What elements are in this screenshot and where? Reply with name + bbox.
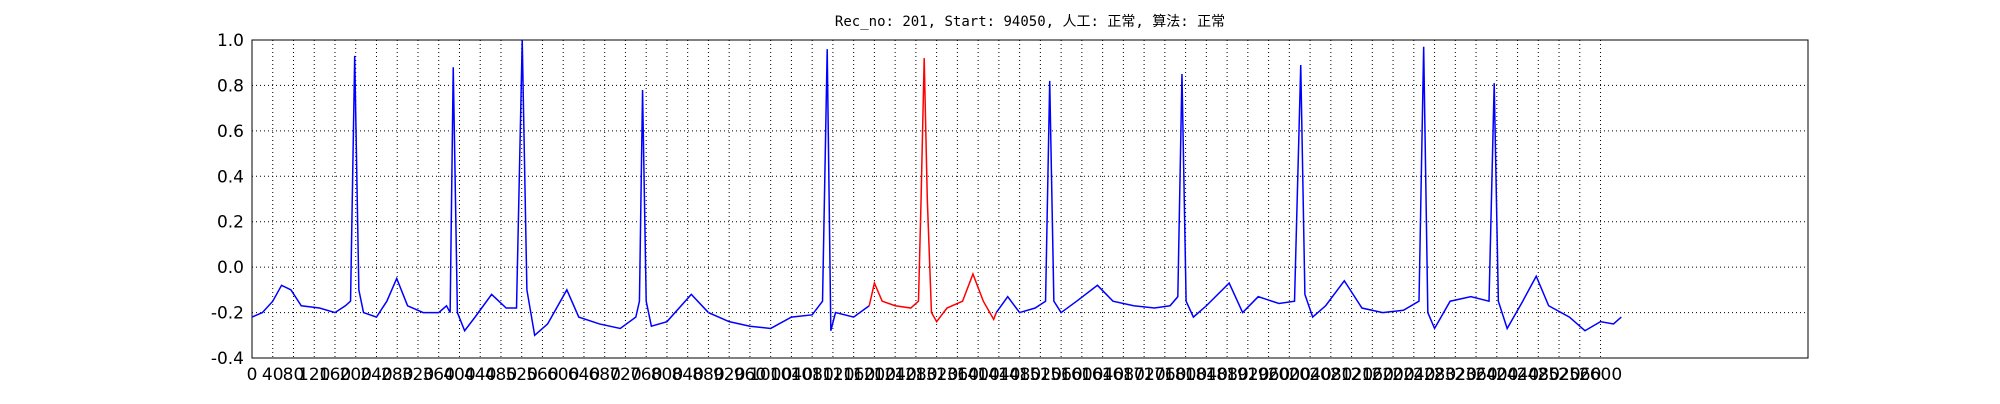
x-tick-label: 1720: [1122, 365, 1165, 385]
x-tick-label: 560: [526, 365, 558, 385]
x-tick-label: 0: [247, 365, 258, 385]
y-tick-label: 1.0: [217, 31, 244, 51]
ecg-line: [868, 58, 997, 324]
x-tick-label: 1640: [1081, 365, 1124, 385]
x-tick-label: 1120: [811, 365, 854, 385]
x-tick-label: 960: [734, 365, 766, 385]
x-tick-label: 1480: [998, 365, 1041, 385]
x-tick-label: 1200: [853, 365, 896, 385]
x-tick-label: 520: [505, 365, 537, 385]
x-tick-label: 680: [588, 365, 620, 385]
x-tick-label: 1800: [1164, 365, 1207, 385]
ecg-line: [251, 39, 1622, 337]
x-tick-label: 1000: [749, 365, 792, 385]
x-tick-label: 360: [422, 365, 454, 385]
x-tick-label: 2400: [1475, 365, 1518, 385]
x-tick-label: 2040: [1288, 365, 1331, 385]
x-tick-label: 640: [568, 365, 600, 385]
x-tick-label: 280: [381, 365, 413, 385]
y-tick-label: 0.8: [217, 76, 244, 96]
x-tick-label: 1840: [1185, 365, 1228, 385]
x-tick-label: 40: [262, 365, 284, 385]
x-tick-label: 2440: [1496, 365, 1539, 385]
x-tick-label: 1520: [1019, 365, 1062, 385]
x-tick-label: 880: [692, 365, 724, 385]
x-tick-label: 920: [713, 365, 745, 385]
x-tick-label: 2280: [1413, 365, 1456, 385]
x-tick-label: 440: [464, 365, 496, 385]
x-tick-label: 2080: [1309, 365, 1352, 385]
x-tick-label: 200: [340, 365, 372, 385]
x-tick-label: 120: [298, 365, 330, 385]
y-tick-label: -0.2: [211, 304, 244, 324]
x-tick-label: 800: [651, 365, 683, 385]
x-tick-label: 2560: [1558, 365, 1601, 385]
x-tick-label: 2320: [1434, 365, 1477, 385]
x-tick-label: 2480: [1517, 365, 1560, 385]
x-tick-label: 840: [671, 365, 703, 385]
x-tick-label: 1080: [791, 365, 834, 385]
x-tick-label: 80: [283, 365, 305, 385]
x-tick-label: 2120: [1330, 365, 1373, 385]
x-tick-label: 400: [443, 365, 475, 385]
x-tick-label: 1240: [874, 365, 917, 385]
x-tick-label: 1680: [1102, 365, 1145, 385]
x-tick-label: 240: [360, 365, 392, 385]
y-tick-label: 0.4: [217, 167, 244, 187]
x-tick-label: 1280: [894, 365, 937, 385]
y-tick-label: 0.2: [217, 213, 244, 233]
x-tick-label: 760: [630, 365, 662, 385]
y-tick-label: -0.4: [211, 349, 244, 369]
x-tick-label: 160: [319, 365, 351, 385]
x-tick-label: 1960: [1247, 365, 1290, 385]
x-tick-label: 1920: [1226, 365, 1269, 385]
x-tick-label: 2160: [1351, 365, 1394, 385]
x-tick-label: 720: [609, 365, 641, 385]
x-tick-label: 1880: [1205, 365, 1248, 385]
x-tick-label: 1440: [977, 365, 1020, 385]
x-tick-label: 1320: [915, 365, 958, 385]
x-tick-label: 1600: [1060, 365, 1103, 385]
x-tick-label: 2360: [1454, 365, 1497, 385]
x-tick-label: 480: [485, 365, 517, 385]
x-tick-label: 1040: [770, 365, 813, 385]
y-tick-label: 0.6: [217, 122, 244, 142]
x-tick-label: 2520: [1537, 365, 1580, 385]
chart-title: Rec_no: 201, Start: 94050, 人工: 正常, 算法: 正…: [835, 14, 1225, 30]
x-tick-label: 320: [402, 365, 434, 385]
y-tick-label: 0.0: [217, 258, 244, 278]
plot-frame: [251, 39, 1809, 359]
x-tick-label: 2600: [1579, 365, 1622, 385]
x-tick-label: 1160: [832, 365, 875, 385]
x-tick-label: 1400: [957, 365, 1000, 385]
x-tick-label: 1360: [936, 365, 979, 385]
x-tick-label: 2200: [1371, 365, 1414, 385]
x-tick-label: 600: [547, 365, 579, 385]
x-tick-label: 2240: [1392, 365, 1435, 385]
x-tick-label: 1760: [1143, 365, 1186, 385]
x-tick-label: 2000: [1268, 365, 1311, 385]
x-tick-label: 1560: [1039, 365, 1082, 385]
